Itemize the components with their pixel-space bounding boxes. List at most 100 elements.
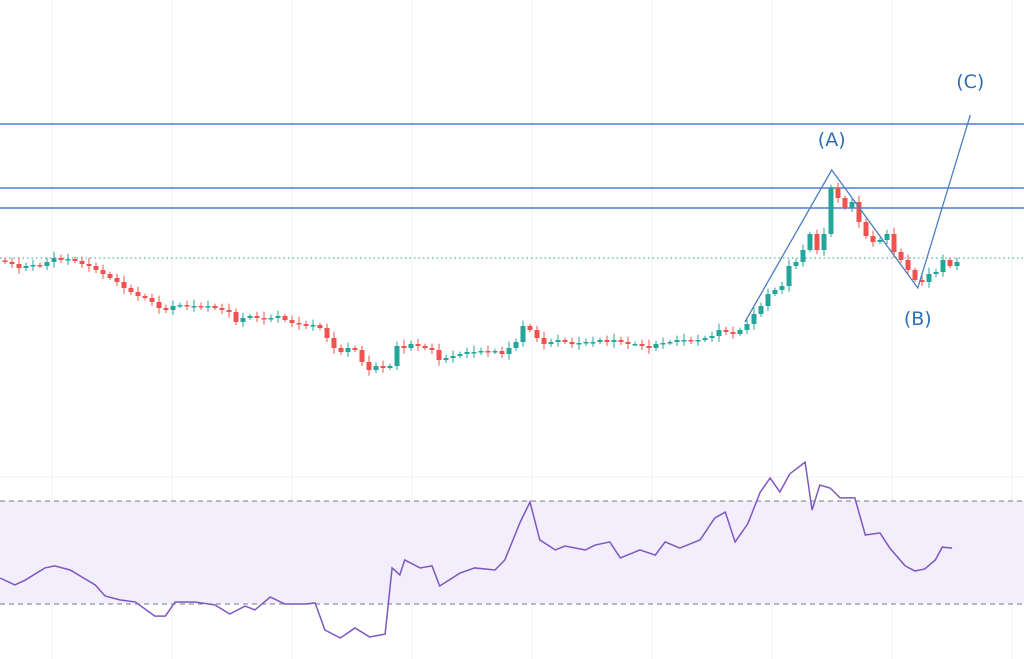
wave-label-b: (B) bbox=[904, 308, 932, 330]
candle-body bbox=[170, 306, 176, 310]
candle-body bbox=[751, 314, 757, 324]
candle-body bbox=[226, 310, 232, 312]
candle bbox=[590, 336, 596, 347]
candle-body bbox=[93, 266, 99, 270]
candle-body bbox=[569, 342, 575, 344]
candle-body bbox=[23, 266, 29, 268]
candle bbox=[240, 312, 246, 327]
candle bbox=[226, 303, 232, 318]
candle bbox=[324, 323, 330, 342]
candle bbox=[737, 327, 743, 337]
candle bbox=[317, 322, 323, 331]
horizontal-levels[interactable] bbox=[0, 123, 1024, 259]
candle bbox=[653, 340, 659, 352]
candle-body bbox=[597, 340, 603, 342]
candle-body bbox=[2, 260, 8, 262]
candle bbox=[828, 184, 834, 238]
candle bbox=[926, 267, 932, 288]
candle-body bbox=[779, 286, 785, 290]
candle-body bbox=[492, 351, 498, 353]
candle bbox=[898, 248, 904, 264]
candle-body bbox=[107, 274, 113, 278]
candle-body bbox=[828, 188, 834, 234]
candle bbox=[121, 275, 127, 294]
candle bbox=[625, 336, 631, 349]
candle-body bbox=[261, 318, 267, 320]
candle bbox=[436, 343, 442, 366]
candle-body bbox=[723, 330, 729, 332]
candle-body bbox=[51, 258, 57, 262]
candle bbox=[688, 336, 694, 345]
candle bbox=[205, 300, 211, 312]
elliott-wave-drawing[interactable] bbox=[744, 114, 971, 323]
candle bbox=[58, 254, 64, 264]
candle bbox=[583, 338, 589, 347]
candle-body bbox=[177, 305, 183, 307]
candle bbox=[443, 354, 449, 364]
candle-body bbox=[541, 338, 547, 344]
candle bbox=[380, 360, 386, 373]
candle-body bbox=[912, 270, 918, 280]
candle bbox=[156, 295, 162, 314]
candle bbox=[849, 197, 855, 212]
candle-body bbox=[625, 342, 631, 344]
candle-body bbox=[513, 342, 519, 348]
candle bbox=[401, 339, 407, 354]
candle-body bbox=[233, 312, 239, 322]
candle-body bbox=[947, 260, 953, 266]
candle bbox=[947, 257, 953, 269]
candle bbox=[303, 320, 309, 330]
candle-body bbox=[443, 358, 449, 360]
candle bbox=[835, 182, 841, 203]
candle bbox=[135, 286, 141, 301]
candle-body bbox=[695, 340, 701, 342]
candle bbox=[345, 342, 351, 357]
candle-body bbox=[44, 262, 50, 266]
candle-body bbox=[317, 325, 323, 328]
candle-body bbox=[198, 306, 204, 308]
candle bbox=[520, 320, 526, 347]
candle-body bbox=[737, 330, 743, 334]
candle bbox=[751, 307, 757, 330]
candle bbox=[807, 231, 813, 253]
candle-body bbox=[891, 234, 897, 252]
candle-body bbox=[499, 351, 505, 354]
candle-body bbox=[289, 320, 295, 323]
candle-body bbox=[359, 350, 365, 362]
candle-body bbox=[527, 326, 533, 330]
candle bbox=[198, 302, 204, 311]
candle bbox=[674, 335, 680, 346]
candle-body bbox=[807, 234, 813, 250]
candle-body bbox=[870, 236, 876, 242]
candle bbox=[268, 314, 274, 323]
candle bbox=[618, 336, 624, 346]
candle-body bbox=[401, 346, 407, 348]
candle-body bbox=[793, 262, 799, 266]
candle bbox=[569, 337, 575, 348]
candle bbox=[37, 262, 43, 269]
candle-body bbox=[457, 354, 463, 356]
candle bbox=[940, 254, 946, 277]
candle-body bbox=[37, 265, 43, 267]
candle bbox=[338, 344, 344, 356]
candle bbox=[723, 326, 729, 336]
candle bbox=[254, 311, 260, 322]
candle-body bbox=[352, 348, 358, 350]
candle-body bbox=[548, 342, 554, 344]
candle-body bbox=[268, 318, 274, 320]
candlestick-series bbox=[2, 182, 960, 376]
candle bbox=[331, 331, 337, 354]
candle-body bbox=[310, 325, 316, 327]
candle-body bbox=[65, 259, 71, 261]
candle bbox=[863, 218, 869, 240]
candle bbox=[527, 323, 533, 333]
candle bbox=[23, 262, 29, 272]
candle-body bbox=[184, 305, 190, 307]
candle-body bbox=[30, 265, 36, 267]
candle-body bbox=[338, 348, 344, 352]
candle-body bbox=[786, 266, 792, 286]
candle-body bbox=[709, 336, 715, 338]
candle bbox=[86, 257, 92, 272]
candle-body bbox=[149, 298, 155, 302]
